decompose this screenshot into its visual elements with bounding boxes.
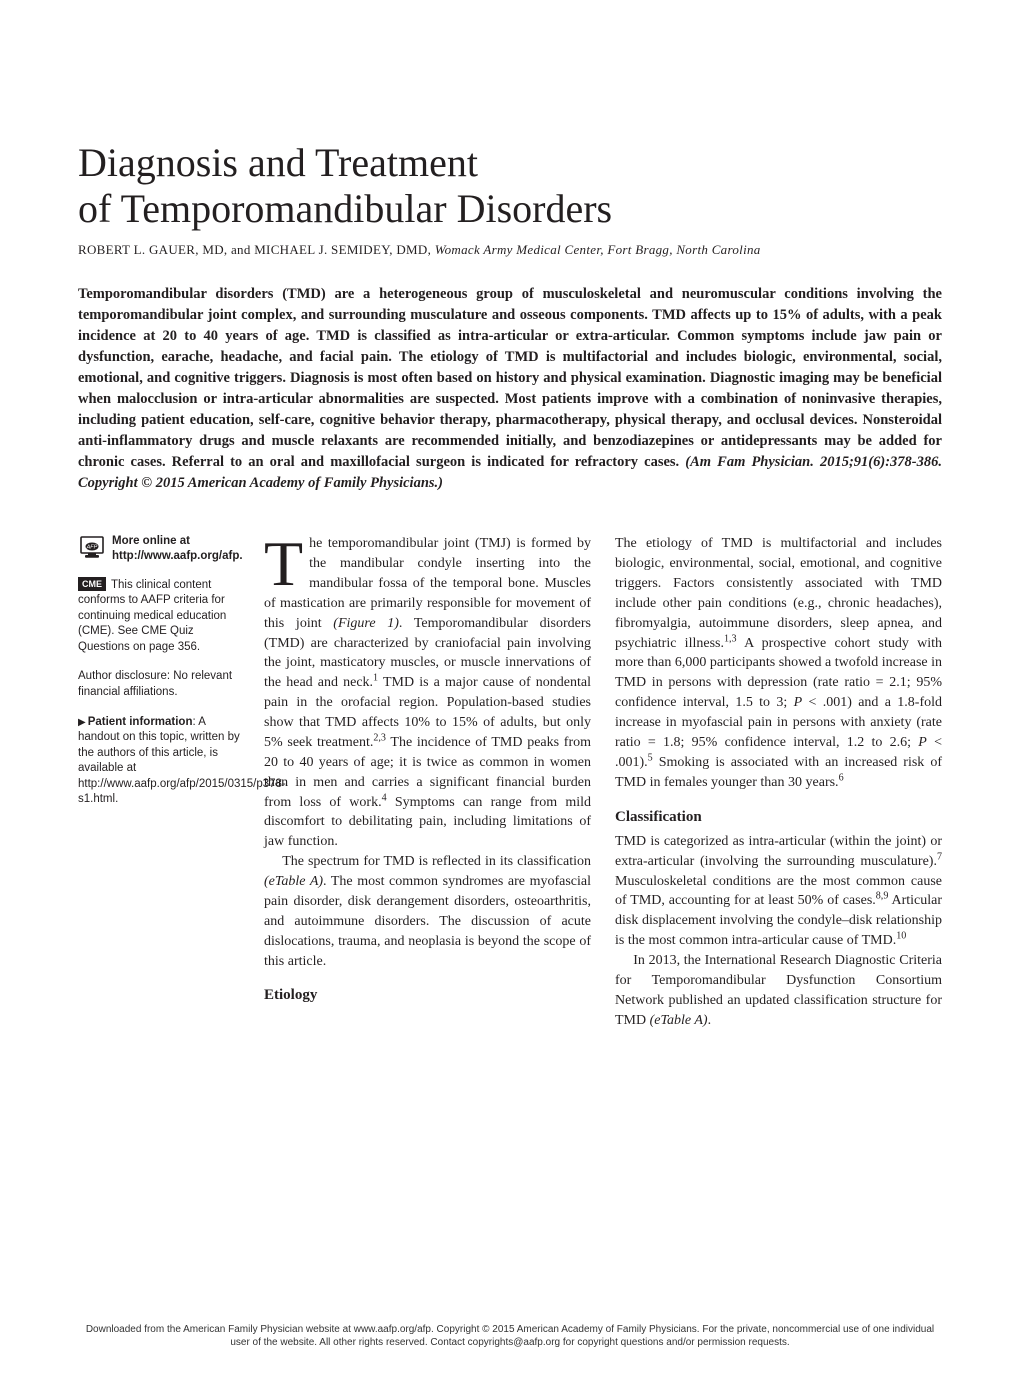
paragraph-4: TMD is categorized as intra-articular (w…	[615, 832, 942, 951]
p2-table-ref: (eTable A)	[264, 874, 323, 889]
ref-10: 10	[896, 931, 906, 942]
patient-info-block: ▶Patient information: A handout on this …	[78, 715, 242, 808]
sidebar: AFP More online at http://www.aafp.org/a…	[78, 534, 242, 1030]
cme-block: CME This clinical content conforms to AA…	[78, 577, 242, 656]
more-online-label: More online at http://www.aafp.org/afp.	[112, 534, 243, 563]
author-names: ROBERT L. GAUER, MD, and MICHAEL J. SEMI…	[78, 242, 435, 257]
ref-2-3: 2,3	[373, 732, 386, 743]
author-affiliation: Womack Army Medical Center, Fort Bragg, …	[435, 242, 761, 257]
page-footer: Downloaded from the American Family Phys…	[78, 1323, 942, 1349]
p3-e: Smoking is associated with an increased …	[615, 755, 942, 790]
patient-info-text: : A handout on this topic, written by th…	[78, 716, 286, 806]
title-line-2: of Temporomandibular Disorders	[78, 186, 612, 231]
paragraph-1: The temporomandibular joint (TMJ) is for…	[264, 534, 591, 852]
ref-8-9: 8,9	[876, 891, 889, 902]
content-area: AFP More online at http://www.aafp.org/a…	[78, 534, 942, 1030]
ref-1-3: 1,3	[724, 633, 737, 644]
paragraph-2: The spectrum for TMD is reflected in its…	[264, 852, 591, 971]
p3-pval-2: P	[918, 735, 927, 750]
p5-table-ref: (eTable A)	[650, 1013, 708, 1028]
body-columns: The temporomandibular joint (TMJ) is for…	[264, 534, 942, 1030]
cme-badge: CME	[78, 577, 106, 591]
dropcap: T	[264, 534, 309, 590]
disclosure-block: Author disclosure: No relevant financial…	[78, 669, 242, 700]
online-block: AFP More online at http://www.aafp.org/a…	[78, 534, 242, 563]
author-line: ROBERT L. GAUER, MD, and MICHAEL J. SEMI…	[78, 242, 942, 258]
paragraph-5: In 2013, the International Research Diag…	[615, 951, 942, 1031]
paragraph-3: The etiology of TMD is multifactorial an…	[615, 534, 942, 792]
p3-a: The etiology of TMD is multifactorial an…	[615, 536, 942, 650]
article-title: Diagnosis and Treatment of Temporomandib…	[78, 140, 942, 232]
svg-text:AFP: AFP	[86, 545, 98, 551]
ref-6: 6	[839, 772, 844, 783]
patient-info-label: Patient information	[88, 716, 193, 728]
p3-pval-1: P	[794, 695, 803, 710]
p5-b: .	[708, 1013, 712, 1028]
p2-a: The spectrum for TMD is reflected in its…	[282, 854, 591, 869]
abstract-body: Temporomandibular disorders (TMD) are a …	[78, 286, 942, 470]
heading-etiology: Etiology	[264, 985, 591, 1006]
heading-classification: Classification	[615, 807, 942, 828]
title-line-1: Diagnosis and Treatment	[78, 140, 478, 185]
p1-figure-ref: (Figure 1)	[333, 616, 399, 631]
afp-monitor-icon: AFP	[78, 534, 106, 562]
triangle-icon: ▶	[78, 717, 86, 728]
ref-7: 7	[937, 851, 942, 862]
abstract: Temporomandibular disorders (TMD) are a …	[78, 284, 942, 494]
p4-a: TMD is categorized as intra-articular (w…	[615, 834, 942, 869]
